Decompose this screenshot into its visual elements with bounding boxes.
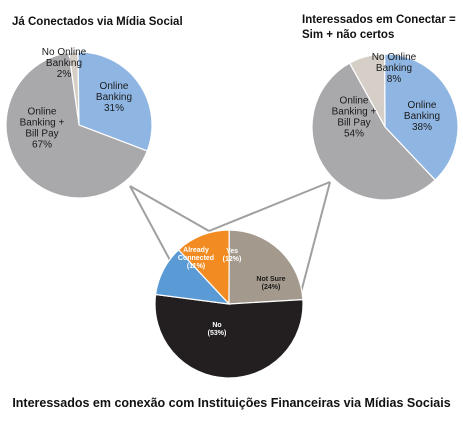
left-pie-title: Já Conectados via Mídia Social [12, 16, 183, 28]
slice-label-line: Bill Pay [337, 118, 370, 129]
slice-label-line: Banking [96, 92, 132, 103]
slice-label-line: 31% [104, 103, 124, 114]
pie-slice [311, 62, 437, 201]
slice-label-line: Banking + [332, 107, 377, 118]
slice-label-line: Online [100, 81, 129, 92]
slice-label-line: Yes [226, 248, 238, 255]
slice-label-line: No [212, 322, 221, 329]
slice-label-line: Bill Pay [25, 129, 58, 140]
slice-label: No Online Banking 8% [372, 52, 417, 85]
slice-label-line: 38% [412, 122, 432, 133]
right-pie-title-line: Interessados em Conectar = [302, 14, 456, 26]
slice-label-line: (53%) [208, 330, 227, 337]
figure-caption: Interessados em conexão com Instituições… [12, 396, 451, 410]
slice-label: Yes (12%) [223, 248, 242, 263]
connector-line [208, 181, 331, 232]
slice-label-line: Connected [178, 255, 214, 262]
pie-slice [154, 249, 231, 305]
slice-label: Online Banking 38% [404, 100, 440, 133]
slice-label-line: Already [183, 247, 209, 254]
pie-slice [384, 53, 459, 181]
slice-label-line: (11%) [187, 263, 205, 270]
slice-label-line: Not Sure [256, 276, 285, 283]
slice-label: No (53%) [208, 322, 227, 337]
connector-line [129, 185, 172, 263]
slice-label: Already Connected (11%) [178, 247, 214, 270]
slice-label-line: Banking [46, 58, 82, 69]
slice-label: Not Sure (24%) [256, 276, 285, 291]
slice-label: Online Banking + Bill Pay 67% [20, 107, 65, 151]
pie-slice [228, 229, 304, 305]
pie-slice [154, 293, 304, 379]
right-pie-title-line: Sim + não certos [302, 29, 395, 41]
slice-label-line: Online [28, 107, 57, 118]
slice-label-line: Online [340, 96, 369, 107]
slice-label-line: No Online [372, 52, 417, 63]
slice-label: Online Banking + Bill Pay 54% [332, 96, 377, 140]
slice-label-line: Online [408, 100, 437, 111]
connector-lines [129, 181, 331, 301]
slice-label-line: Banking + [20, 118, 65, 129]
pie-slice [77, 51, 153, 152]
pie-chart-interest-overall: Yes (12%) Not Sure (24%) No (53%) Already Conne… [154, 229, 304, 379]
slice-label-line: 8% [387, 74, 402, 85]
slice-label-line: Banking [376, 63, 412, 74]
slice-label-line: Banking [404, 111, 440, 122]
slice-label-line: 2% [57, 69, 72, 80]
pie-slice [5, 52, 149, 199]
connector-line [129, 185, 210, 232]
connector-line [298, 181, 331, 301]
slice-label: No Online Banking 2% [42, 47, 87, 80]
slice-label-line: 67% [32, 140, 52, 151]
slice-label-line: (12%) [223, 256, 242, 263]
pie-chart-already-connected: No Online Banking 2%Online Banking 31%Online… [5, 47, 153, 199]
slice-label-line: (24%) [262, 284, 281, 291]
slice-label-line: No Online [42, 47, 87, 58]
right-pie-title: Interessados em Conectar = Sim + não cer… [302, 13, 462, 43]
slice-label-line: 54% [344, 129, 364, 140]
pie-chart-interested: No Online Banking 8%Online Banking 38%Online… [311, 52, 459, 201]
slice-label: Online Banking 31% [96, 81, 132, 114]
